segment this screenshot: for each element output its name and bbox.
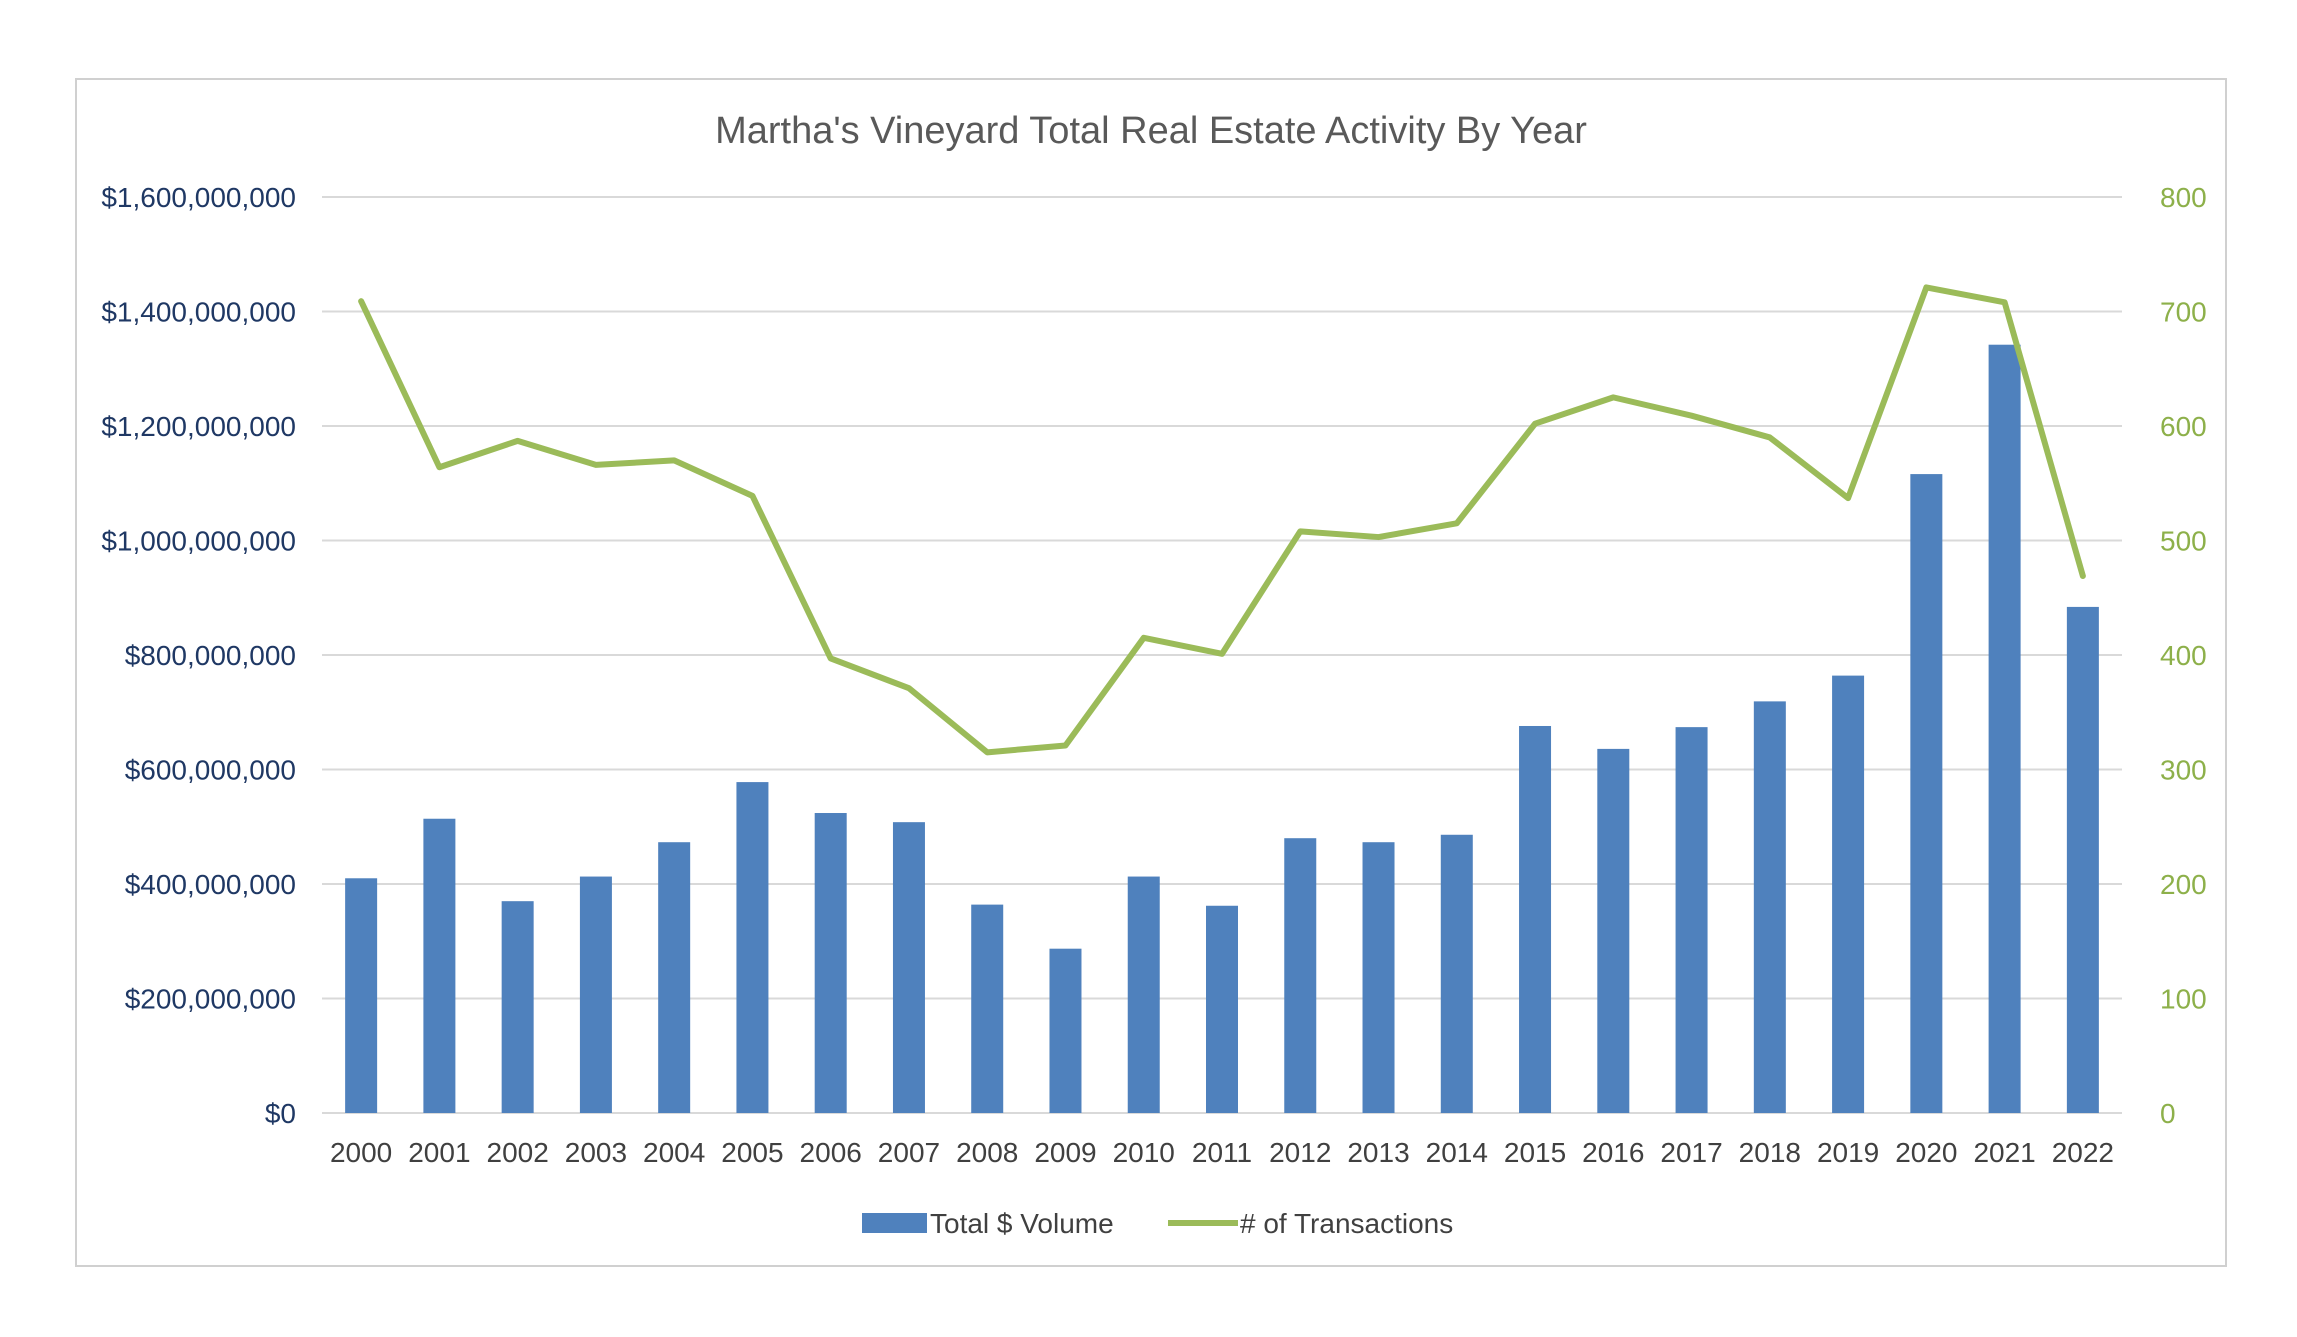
bar [1440,834,1473,1113]
x-tick-label: 2001 [408,1137,470,1168]
x-tick-label: 2005 [721,1137,783,1168]
bar [1049,948,1082,1113]
x-tick-label: 2006 [800,1137,862,1168]
x-axis: 2000 2001 2002 2003 2004 2005 2006 2007 2008 2009… [330,1137,2114,1168]
y-right-tick-label: 300 [2160,755,2207,786]
y-right-tick-label: 800 [2160,182,2207,213]
x-tick-label: 2008 [956,1137,1018,1168]
bar [1832,675,1865,1113]
x-tick-label: 2011 [1192,1137,1252,1168]
x-tick-label: 2004 [643,1137,705,1168]
bar [1753,701,1786,1113]
x-tick-label: 2020 [1895,1137,1957,1168]
x-tick-label: 2015 [1504,1137,1566,1168]
bar [1127,876,1160,1113]
line-series [358,284,2086,756]
bar [1284,838,1317,1113]
y-right-tick-label: 500 [2160,526,2207,557]
x-tick-label: 2012 [1269,1137,1331,1168]
bar [1597,748,1630,1113]
x-tick-label: 2009 [1034,1137,1096,1168]
bar [814,813,847,1113]
y-left-tick-label: $1,000,000,000 [101,526,296,557]
y-right-tick-label: 0 [2160,1098,2176,1129]
x-tick-label: 2014 [1426,1137,1488,1168]
y-left-tick-label: $1,600,000,000 [101,182,296,213]
bar [345,878,378,1113]
y-axis-right: 0 100 200 300 400 500 600 700 800 [2160,182,2207,1129]
x-tick-label: 2010 [1113,1137,1175,1168]
x-tick-label: 2000 [330,1137,392,1168]
legend-label-transactions: # of Transactions [1240,1208,1453,1239]
y-left-tick-label: $400,000,000 [125,869,296,900]
x-tick-label: 2016 [1582,1137,1644,1168]
x-tick-label: 2002 [487,1137,549,1168]
x-tick-label: 2007 [878,1137,940,1168]
bar [501,901,534,1113]
x-tick-label: 2019 [1817,1137,1879,1168]
y-right-tick-label: 700 [2160,297,2207,328]
y-left-tick-label: $1,200,000,000 [101,411,296,442]
x-tick-label: 2021 [1973,1137,2035,1168]
y-axis-left: $0 $200,000,000 $400,000,000 $600,000,000 $8… [101,182,296,1129]
x-tick-label: 2018 [1739,1137,1801,1168]
bar [1988,344,2021,1114]
y-right-tick-label: 200 [2160,869,2207,900]
bar [658,842,691,1113]
y-left-tick-label: $0 [265,1098,296,1129]
y-left-tick-label: $1,400,000,000 [101,297,296,328]
y-right-tick-label: 400 [2160,640,2207,671]
bar [971,904,1004,1113]
bar [1519,725,1552,1113]
x-tick-label: 2022 [2052,1137,2114,1168]
bar [1910,474,1943,1114]
legend-label-volume: Total $ Volume [930,1208,1114,1239]
y-left-tick-label: $800,000,000 [125,640,296,671]
bar [423,818,456,1113]
bar [1362,842,1395,1113]
bar [1675,727,1708,1113]
x-tick-label: 2013 [1347,1137,1409,1168]
y-left-tick-label: $200,000,000 [125,984,296,1015]
grid-lines [322,196,2122,1114]
bar [892,822,925,1113]
transactions-line [358,284,2086,756]
legend-swatch-bar [862,1213,927,1233]
bar [736,782,769,1113]
bar [579,876,612,1113]
y-right-tick-label: 600 [2160,411,2207,442]
y-left-tick-label: $600,000,000 [125,755,296,786]
x-tick-label: 2017 [1660,1137,1722,1168]
x-tick-label: 2003 [565,1137,627,1168]
y-right-tick-label: 100 [2160,984,2207,1015]
chart-title: Martha's Vineyard Total Real Estate Acti… [715,110,1587,152]
legend: Total $ Volume # of Transactions [862,1208,1453,1239]
bar-series [345,344,2099,1114]
bar [2066,606,2099,1113]
bar [1206,905,1238,1113]
